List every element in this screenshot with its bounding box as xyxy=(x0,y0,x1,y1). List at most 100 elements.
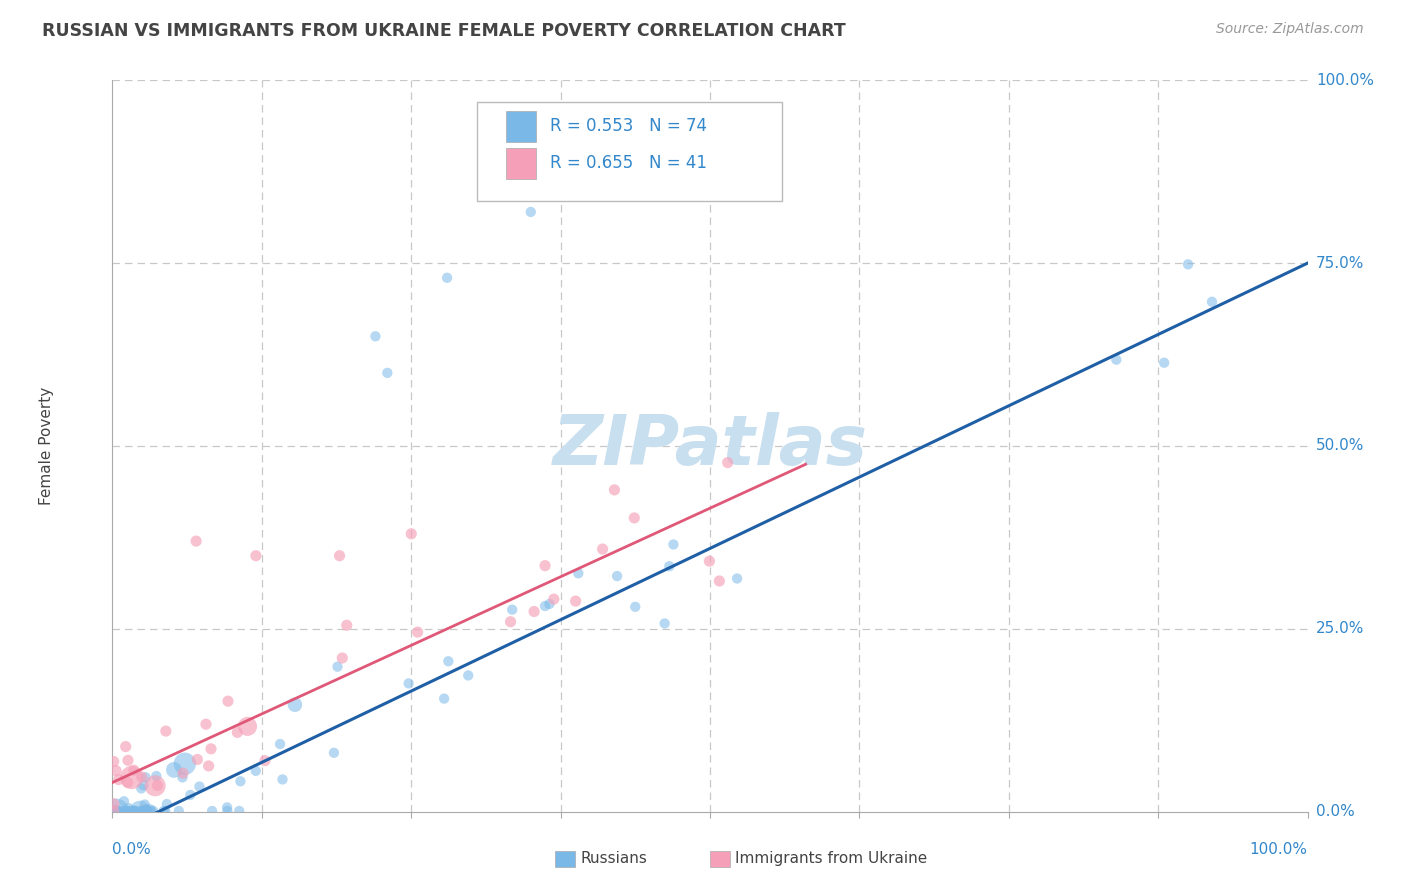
Point xyxy=(201,804,224,818)
Text: Immigrants from Ukraine: Immigrants from Ukraine xyxy=(735,852,928,866)
Point xyxy=(433,691,456,706)
Point xyxy=(117,804,139,818)
Point xyxy=(499,615,522,629)
Point xyxy=(228,804,250,818)
Point xyxy=(103,797,125,811)
Point xyxy=(197,759,219,773)
Point xyxy=(135,770,157,784)
Point xyxy=(107,772,129,787)
Point xyxy=(143,779,166,793)
Point xyxy=(179,788,201,802)
Point xyxy=(138,804,160,818)
Text: 0.0%: 0.0% xyxy=(112,842,152,857)
Point xyxy=(129,804,152,818)
Point xyxy=(1105,352,1128,367)
FancyBboxPatch shape xyxy=(506,148,536,178)
Point xyxy=(592,541,614,556)
Point xyxy=(173,756,195,771)
Point xyxy=(146,779,169,793)
Point xyxy=(124,804,146,818)
Point xyxy=(364,329,387,343)
Point xyxy=(131,770,153,784)
Point xyxy=(104,804,127,818)
Point xyxy=(658,559,681,574)
Text: 100.0%: 100.0% xyxy=(1250,842,1308,857)
Point xyxy=(606,569,628,583)
Point xyxy=(118,801,141,815)
Point xyxy=(117,753,139,767)
Point xyxy=(194,717,217,731)
Point xyxy=(135,804,157,818)
Point xyxy=(112,794,135,808)
Point xyxy=(1201,294,1223,309)
Point xyxy=(172,771,194,785)
Point xyxy=(520,205,543,219)
Point xyxy=(112,804,135,818)
Point xyxy=(131,804,153,818)
Point xyxy=(226,725,249,739)
FancyBboxPatch shape xyxy=(506,111,536,142)
Point xyxy=(717,456,740,470)
Point xyxy=(103,804,125,818)
Point xyxy=(253,754,276,768)
Point xyxy=(271,772,294,787)
Point xyxy=(534,599,557,613)
Point xyxy=(269,737,291,751)
Point xyxy=(217,694,239,708)
Point xyxy=(725,572,748,586)
Text: 50.0%: 50.0% xyxy=(1316,439,1364,453)
Point xyxy=(567,566,589,581)
Point xyxy=(105,804,128,818)
Point xyxy=(129,804,152,818)
Point xyxy=(163,763,186,777)
Point xyxy=(122,804,145,818)
Point xyxy=(172,766,194,780)
Point xyxy=(188,780,211,794)
Point xyxy=(699,554,721,568)
Point xyxy=(155,724,177,739)
Text: 25.0%: 25.0% xyxy=(1316,622,1364,636)
Point xyxy=(326,659,349,673)
Point xyxy=(245,764,267,778)
Point xyxy=(122,763,145,777)
Text: 75.0%: 75.0% xyxy=(1316,256,1364,270)
Point xyxy=(167,804,190,818)
Point xyxy=(122,804,145,818)
Point xyxy=(134,797,156,812)
Point xyxy=(114,804,136,818)
Point xyxy=(105,804,128,818)
Point xyxy=(330,651,353,665)
Point xyxy=(329,549,352,563)
Point xyxy=(603,483,626,497)
Point xyxy=(501,602,523,616)
Point xyxy=(117,775,139,789)
Point xyxy=(142,804,165,818)
Point xyxy=(156,797,179,811)
Point xyxy=(105,764,128,778)
Point xyxy=(709,574,731,588)
Point xyxy=(131,781,153,796)
Point xyxy=(534,558,557,573)
Point xyxy=(108,804,131,818)
Point xyxy=(120,804,142,818)
Point xyxy=(662,537,685,551)
Point xyxy=(336,618,359,632)
Point xyxy=(406,625,429,640)
Point xyxy=(401,526,423,541)
Point xyxy=(398,676,420,690)
FancyBboxPatch shape xyxy=(477,103,782,201)
Point xyxy=(124,804,146,818)
Text: Source: ZipAtlas.com: Source: ZipAtlas.com xyxy=(1216,22,1364,37)
Point xyxy=(152,804,174,818)
Text: 0.0%: 0.0% xyxy=(1316,805,1354,819)
Text: R = 0.655   N = 41: R = 0.655 N = 41 xyxy=(550,154,707,172)
Point xyxy=(564,594,586,608)
Point xyxy=(121,771,143,785)
Point xyxy=(136,804,159,818)
Point xyxy=(139,804,162,818)
Point xyxy=(155,804,177,818)
Point xyxy=(323,746,346,760)
Point xyxy=(124,804,146,818)
Text: 100.0%: 100.0% xyxy=(1316,73,1374,87)
Text: Female Poverty: Female Poverty xyxy=(39,387,55,505)
